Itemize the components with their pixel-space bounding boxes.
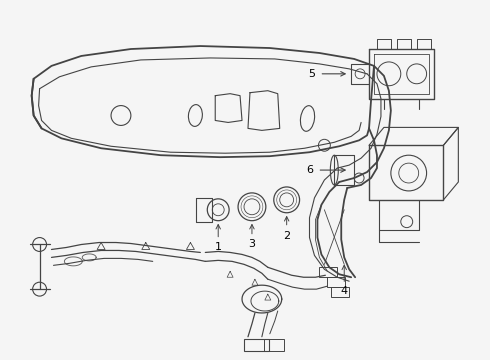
Bar bbox=[319, 267, 337, 277]
Text: 5: 5 bbox=[308, 69, 315, 79]
Text: 4: 4 bbox=[341, 286, 348, 296]
Text: 1: 1 bbox=[215, 243, 221, 252]
Text: 6: 6 bbox=[306, 165, 313, 175]
Bar bbox=[327, 277, 345, 287]
Bar bbox=[264, 339, 284, 351]
Bar bbox=[331, 287, 349, 297]
Text: 3: 3 bbox=[248, 239, 255, 249]
Text: 2: 2 bbox=[283, 230, 290, 240]
Bar bbox=[244, 339, 269, 351]
